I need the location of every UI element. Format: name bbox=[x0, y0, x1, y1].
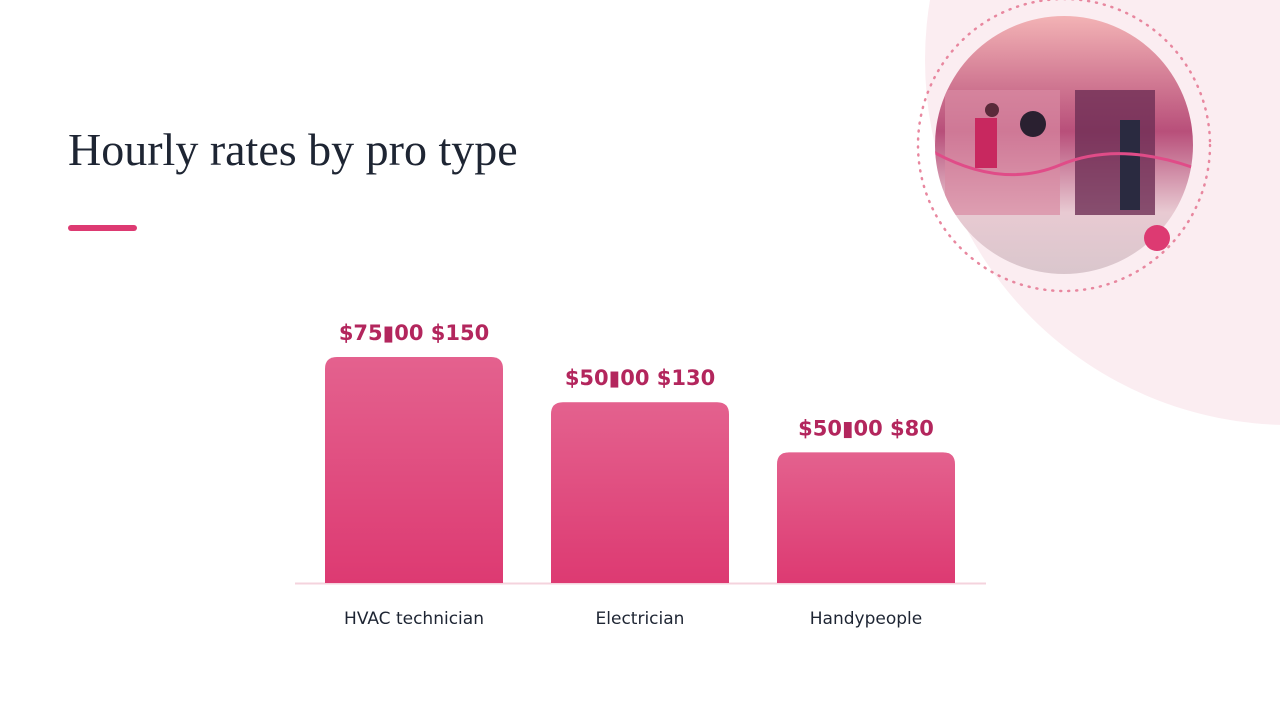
dotted-ring bbox=[916, 0, 1212, 293]
value-label: $75▮00 $150 bbox=[339, 321, 489, 345]
bar bbox=[777, 452, 955, 583]
chart-title: Hourly rates by pro type bbox=[68, 124, 518, 175]
bar bbox=[551, 402, 729, 583]
value-label: $50▮00 $130 bbox=[565, 366, 715, 390]
x-tick-label: HVAC technician bbox=[344, 609, 484, 629]
x-tick-label: Electrician bbox=[596, 609, 685, 629]
accent-dot bbox=[1144, 225, 1170, 251]
x-tick-label: Handypeople bbox=[810, 609, 922, 629]
value-label: $50▮00 $80 bbox=[798, 416, 934, 440]
title-underline bbox=[68, 225, 137, 231]
bar bbox=[325, 357, 503, 583]
